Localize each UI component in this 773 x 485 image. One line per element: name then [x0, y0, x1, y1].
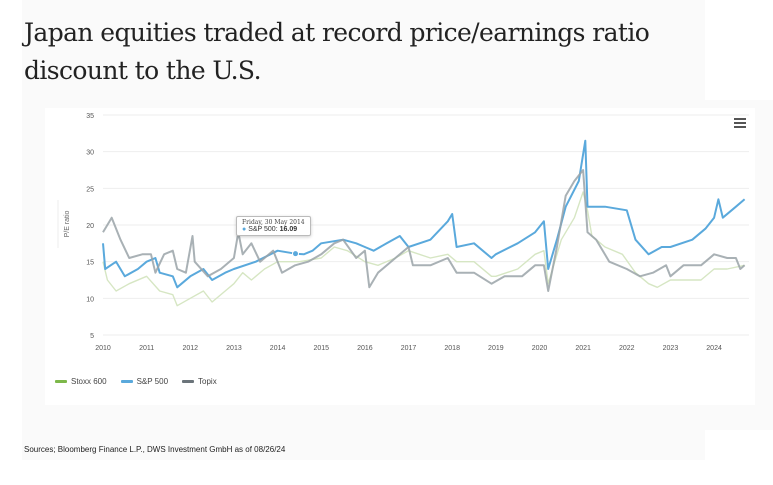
y-tick-label: 35	[86, 113, 94, 120]
y-tick-label: 10	[86, 296, 94, 303]
y-axis-title: P/E ratio	[64, 210, 71, 237]
pe-ratio-chart: 5 10 15 20 25 30 35 2010 2011 2012 2013 2014 2015 201…	[57, 113, 749, 352]
x-tick-label: 2022	[619, 345, 635, 352]
x-tick-label: 2023	[663, 345, 679, 352]
legend-swatch	[120, 380, 133, 383]
y-tick-label: 20	[86, 223, 94, 230]
hamburger-icon-bar	[734, 126, 746, 128]
x-tick-label: 2016	[357, 345, 373, 352]
tooltip-series: S&P 500:	[248, 226, 278, 233]
y-tick-label: 25	[86, 186, 94, 193]
hover-point-marker	[291, 250, 299, 258]
x-tick-label: 2011	[139, 345, 154, 352]
legend-label: S&P 500	[136, 377, 169, 386]
hamburger-icon	[734, 118, 746, 120]
series-line-topix	[102, 169, 746, 292]
tooltip-date: Friday, 30 May 2014	[242, 219, 305, 226]
y-tick-label: 15	[86, 260, 94, 267]
series-dot-icon: ●	[242, 226, 247, 233]
hamburger-icon-bar	[734, 122, 746, 124]
legend-item-stoxx-600[interactable]: Stoxx 600	[55, 377, 107, 386]
x-tick-label: 2021	[575, 345, 591, 352]
legend-item-topix[interactable]: Topix	[182, 377, 217, 386]
chart-legend: Stoxx 600 S&P 500 Topix	[55, 377, 217, 386]
x-tick-label: 2019	[488, 345, 504, 352]
chart-menu-button[interactable]	[734, 118, 746, 128]
x-tick-label: 2018	[444, 345, 460, 352]
chart-tooltip: Friday, 30 May 2014 ● S&P 500: 16.09	[236, 216, 311, 236]
source-note: Sources; Bloomberg Finance L.P., DWS Inv…	[24, 445, 286, 454]
tooltip-value: 16.09	[279, 226, 298, 233]
x-tick-label: 2012	[183, 345, 199, 352]
legend-swatch	[55, 380, 67, 383]
x-tick-label: 2017	[401, 345, 417, 352]
x-tick-label: 2015	[313, 345, 329, 352]
x-tick-label: 2013	[226, 345, 242, 352]
x-tick-label: 2010	[95, 345, 111, 352]
y-tick-label: 30	[86, 150, 94, 157]
legend-item-sp-500[interactable]: S&P 500	[120, 377, 169, 386]
x-tick-label: 2024	[706, 345, 722, 352]
series-line-stoxx-600	[102, 191, 745, 307]
legend-label: Topix	[198, 377, 217, 386]
legend-swatch	[182, 380, 195, 383]
x-tick-label: 2020	[532, 345, 548, 352]
page-title: Japan equities traded at record price/ea…	[24, 18, 650, 85]
chart-card: 5 10 15 20 25 30 35 2010 2011 2012 2013 2014 2015 201…	[45, 108, 755, 405]
x-tick-label: 2014	[270, 345, 286, 352]
legend-label: Stoxx 600	[71, 377, 107, 386]
y-tick-label: 5	[90, 333, 94, 340]
series-line-s-p-500	[102, 139, 746, 289]
